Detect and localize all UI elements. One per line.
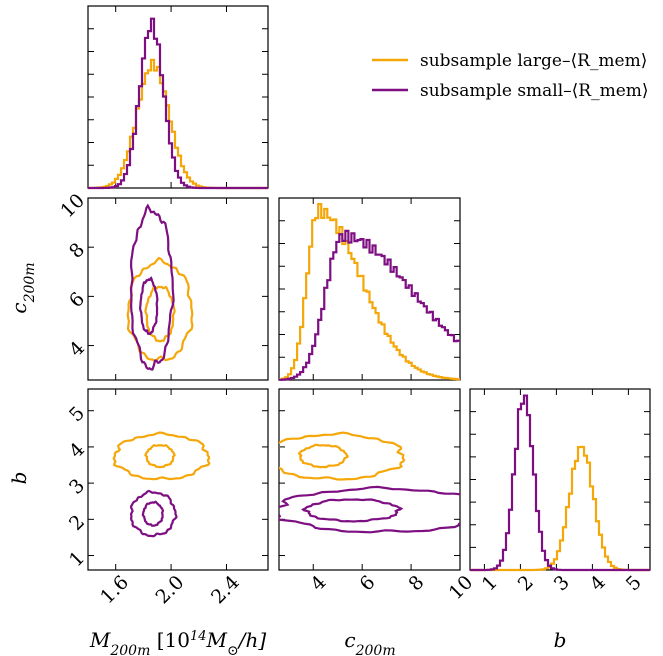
contour-M-b-large-inner <box>144 444 176 469</box>
histogram-M-large <box>88 58 268 190</box>
panel-c-b <box>278 388 461 571</box>
contour-c-b-small-inner <box>301 498 404 523</box>
panel-marginal-M <box>87 5 269 189</box>
x-tick-label-b: 3 <box>550 571 574 595</box>
contour-M-b-large-outer <box>112 431 211 481</box>
y-tick-label-b: 5 <box>65 402 89 426</box>
y-axis-label-c: c200m <box>7 262 38 313</box>
contour-c-b-small-outer <box>279 485 460 534</box>
contour-M-c-large-outer <box>126 256 194 362</box>
histogram-b-large <box>470 445 650 572</box>
histogram-b-small <box>470 394 650 572</box>
x-axis-label-c: c200m <box>344 628 395 656</box>
x-tick-label-c: 8 <box>404 571 428 595</box>
x-tick-label-M: 1.6 <box>96 571 133 608</box>
y-axis-label-b: b <box>7 472 31 485</box>
histogram-M-small <box>88 17 268 190</box>
y-tick-label-b: 2 <box>65 511 89 535</box>
legend: subsample large–⟨R_mem⟩ subsample small–⟨… <box>372 51 649 101</box>
y-tick-label-c: 6 <box>65 288 89 312</box>
contour-M-c-small-inner <box>138 276 159 336</box>
contour-M-b-small-inner <box>141 500 165 527</box>
histogram-c-large <box>279 202 460 381</box>
x-tick-label-M: 2.0 <box>152 571 189 608</box>
x-axis-label-M: M200m [1014M⊙/h] <box>89 628 266 656</box>
y-tick-label-b: 4 <box>65 438 89 462</box>
x-tick-label-c: 4 <box>307 571 331 595</box>
contour-M-c-large-inner <box>144 285 176 343</box>
x-tick-label-b: 2 <box>514 571 538 595</box>
contour-M-b-small-outer <box>129 489 178 538</box>
histogram-c-small <box>279 229 460 381</box>
x-tick-label-M: 2.4 <box>207 571 244 608</box>
x-axis-label-b: b <box>554 628 567 652</box>
y-tick-label-b: 3 <box>65 475 89 499</box>
x-tick-label-b: 4 <box>586 571 610 595</box>
y-tick-label-b: 1 <box>65 547 89 571</box>
y-tick-label-c: 10 <box>56 190 89 223</box>
y-tick-label-c: 8 <box>65 239 89 263</box>
contour-c-b-large-outer <box>279 431 406 481</box>
panel-M-c <box>87 197 269 381</box>
x-tick-label-b: 1 <box>478 571 502 595</box>
legend-label-small: subsample small–⟨R_mem⟩ <box>420 81 649 101</box>
y-tick-label-c: 4 <box>65 337 89 361</box>
x-tick-label-b: 5 <box>622 571 646 595</box>
panel-M-b <box>87 388 269 571</box>
contour-M-c-small-outer <box>129 203 175 371</box>
legend-label-large: subsample large–⟨R_mem⟩ <box>420 51 647 71</box>
x-tick-label-c: 10 <box>445 571 478 604</box>
contour-c-b-large-inner <box>297 443 349 469</box>
x-tick-label-c: 6 <box>355 571 379 595</box>
